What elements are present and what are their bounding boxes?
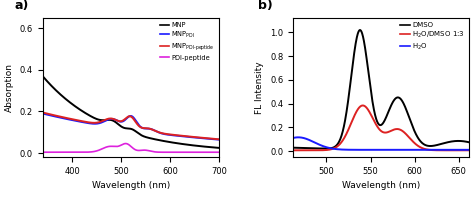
Legend: MNP, MNP$_{\mathsf{PDI}}$, MNP$_{\mathsf{PDI\text{-}peptide}}$, PDI-peptide: MNP, MNP$_{\mathsf{PDI}}$, MNP$_{\mathsf… <box>159 21 216 61</box>
X-axis label: Wavelength (nm): Wavelength (nm) <box>91 181 170 190</box>
Legend: DMSO, H$_2$O/DMSO 1:3, H$_2$O: DMSO, H$_2$O/DMSO 1:3, H$_2$O <box>400 21 466 53</box>
X-axis label: Wavelength (nm): Wavelength (nm) <box>342 181 420 190</box>
Text: b): b) <box>258 0 273 12</box>
Text: a): a) <box>14 0 29 12</box>
Y-axis label: Absorption: Absorption <box>5 63 14 112</box>
Y-axis label: FL Intensity: FL Intensity <box>255 61 264 114</box>
